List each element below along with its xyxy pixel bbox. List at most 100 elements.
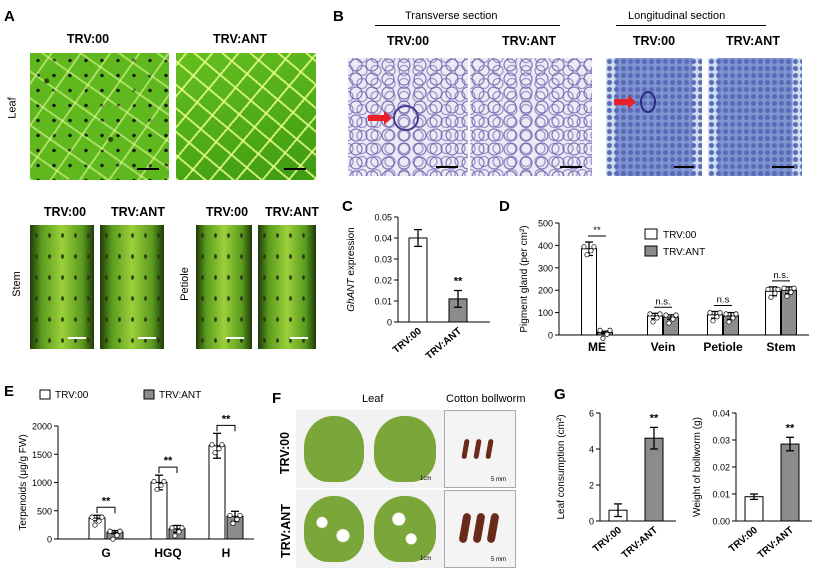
- y-tick-label: 6: [589, 409, 594, 419]
- significance-label: **: [650, 412, 659, 424]
- leaf-trvant-1: [304, 496, 364, 562]
- data-point: [772, 290, 778, 296]
- data-point: [216, 446, 222, 452]
- y-axis-label: Terpenoids (μg/g FW): [18, 434, 29, 530]
- x-tick-label: TRV:00: [591, 525, 624, 555]
- longitudinal-section-trvant: [708, 58, 802, 176]
- data-point: [717, 310, 723, 316]
- leaf-photo-trvant: [176, 53, 316, 180]
- chart-d: D 0 100 200 300 400 500 Pigment gland (per cm²)…: [499, 198, 809, 354]
- data-point: [151, 478, 157, 485]
- significance-bracket: [96, 506, 116, 514]
- data-point: [169, 525, 175, 531]
- data-point: [730, 315, 736, 321]
- data-point: [781, 285, 787, 291]
- data-point: [227, 512, 233, 518]
- bar-trvant: [644, 437, 664, 522]
- y-tick-label: 0.03: [712, 436, 730, 446]
- data-point: [726, 319, 732, 325]
- data-point: [92, 522, 98, 528]
- data-point: [707, 310, 713, 316]
- legend-swatch: [644, 245, 658, 257]
- f-col-leaf: Leaf: [362, 393, 384, 405]
- data-point: [161, 478, 167, 485]
- data-point: [710, 318, 716, 324]
- x-tick-label: G: [101, 546, 110, 560]
- y-tick-label: 0.04: [712, 409, 730, 419]
- y-axis-label: Weight of bollworm (g): [692, 417, 703, 517]
- chart-g2: 0.00 0.01 0.02 0.03 0.04 Weight of bollworm (…: [692, 409, 812, 561]
- leaf-trvant-2: [374, 496, 436, 562]
- row-label-petiole: Petiole: [178, 267, 191, 301]
- x-tick-label: ME: [588, 340, 606, 354]
- panel-letter-e: E: [4, 383, 14, 400]
- scale-worm-2: 5 mm: [491, 557, 506, 563]
- significance-bracket: [216, 424, 236, 432]
- chart-c: C 0 0.01 0.02 0.03 0.04 0.05 GhANT expression TR…: [342, 198, 490, 362]
- stem-photo-trvant: [100, 225, 164, 349]
- legend-swatch: [143, 389, 155, 400]
- data-point: [775, 286, 781, 292]
- bar-trv00: [744, 496, 764, 522]
- y-axis-label: Pigment gland (per cm²): [519, 225, 530, 332]
- leaf-tray-trvant: 1cm: [296, 490, 444, 568]
- data-point: [654, 315, 660, 321]
- significance-label: n.s.: [655, 296, 670, 307]
- data-point: [604, 331, 610, 337]
- data-point: [597, 327, 603, 333]
- y-tick-label: 0.04: [374, 234, 392, 244]
- y-tick-label: 0.02: [712, 463, 730, 473]
- data-point: [733, 311, 739, 317]
- f-row-trvant: TRV:ANT: [279, 504, 293, 558]
- y-tick-label: 500: [37, 506, 52, 516]
- data-point: [788, 289, 794, 295]
- y-tick-label: 400: [538, 241, 553, 251]
- data-point: [647, 311, 653, 317]
- y-tick-label: 0: [47, 535, 52, 545]
- y-tick-label: 1500: [32, 450, 52, 460]
- data-point: [663, 312, 669, 318]
- data-point: [158, 482, 164, 489]
- data-point: [714, 314, 720, 320]
- data-point: [666, 320, 672, 326]
- significance-label: n.s.: [773, 270, 788, 281]
- data-point: [89, 514, 95, 520]
- data-point: [219, 442, 225, 448]
- y-tick-label: 200: [538, 286, 553, 296]
- row-label-stem: Stem: [10, 271, 23, 297]
- y-tick-label: 300: [538, 263, 553, 273]
- data-point: [114, 532, 120, 538]
- data-point: [784, 293, 790, 299]
- significance-label: **: [786, 422, 795, 434]
- y-tick-label: 0.03: [374, 255, 392, 265]
- x-tick-label: TRV:ANT: [424, 326, 464, 362]
- data-point: [581, 244, 587, 250]
- x-tick-label: TRV:ANT: [756, 525, 796, 561]
- y-tick-label: 0: [548, 331, 553, 341]
- section-label-3: TRV:00: [632, 34, 676, 48]
- leaf-tray-trv00: 1cm: [296, 410, 444, 488]
- data-point: [670, 316, 676, 322]
- y-tick-label: 0.05: [374, 213, 392, 223]
- data-point: [172, 533, 178, 539]
- significance-label: **: [593, 225, 601, 236]
- leaf-photo-trv00: [30, 53, 169, 180]
- data-point: [212, 450, 218, 456]
- scale-worm-1: 5 mm: [491, 477, 506, 483]
- data-point: [209, 442, 215, 448]
- transverse-title: Transverse section: [405, 10, 498, 22]
- transverse-rule: [375, 25, 560, 26]
- data-point: [650, 319, 656, 325]
- y-tick-label: 0: [387, 318, 392, 328]
- data-point: [673, 312, 679, 318]
- data-point: [234, 516, 240, 522]
- panel-letter-g: G: [554, 386, 566, 403]
- y-axis-label: Leaf consumption (cm²): [556, 414, 567, 519]
- panel-letter-f: F: [272, 390, 282, 407]
- scale-leaf-2: 1cm: [420, 556, 432, 562]
- panel-letter-b: B: [333, 8, 344, 25]
- legend-swatch: [39, 389, 51, 400]
- data-point: [237, 512, 243, 518]
- significance-label: **: [164, 455, 173, 467]
